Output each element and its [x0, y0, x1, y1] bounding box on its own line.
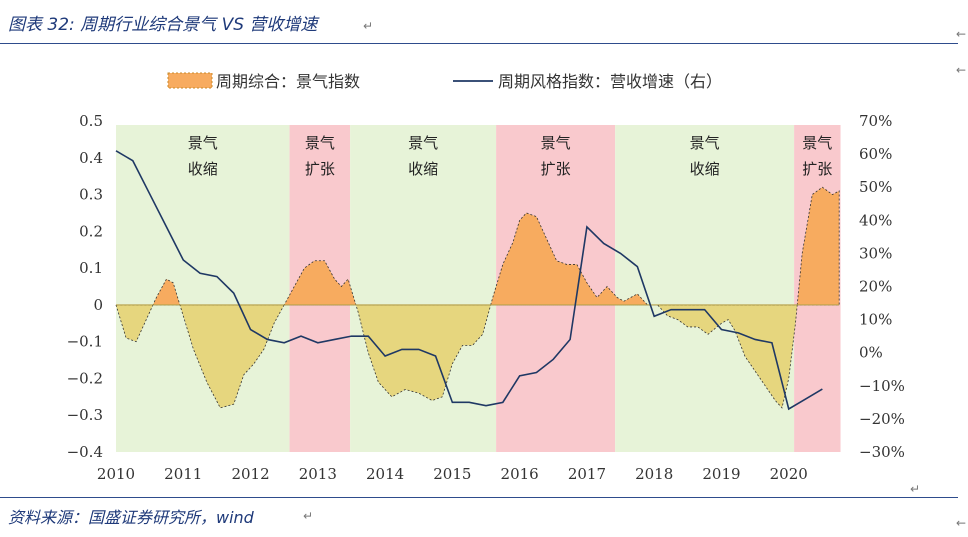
- x-tick-label: 2018: [635, 465, 673, 483]
- header-return-mark: ↵: [363, 19, 374, 33]
- regime-label-line2: 扩张: [541, 160, 571, 178]
- source-note: 资料来源：国盛证券研究所，wind: [8, 508, 254, 527]
- regime-label-line1: 景气: [690, 134, 720, 152]
- legend-area-swatch: [167, 72, 213, 89]
- y-left-tick-label: −0.3: [67, 406, 103, 424]
- y-left-tick-label: 0.1: [79, 259, 103, 277]
- y-left-tick-label: −0.1: [67, 333, 103, 351]
- y-left-tick-label: −0.2: [67, 369, 103, 387]
- axes: 2010 2011 2012 2013 2014 2015 2016 2017 2018 2019…: [67, 112, 905, 483]
- legend: 周期综合：景气指数 周期风格指数：营收增速（右）: [167, 72, 722, 91]
- y-right-ticks: 70% 60% 50% 40% 30% 20% 10% 0% −10% −20% −30%: [859, 112, 905, 461]
- regime-band-contraction: [116, 125, 290, 452]
- regime-label-line1: 景气: [541, 134, 571, 152]
- y-right-tick-label: 20%: [859, 278, 892, 296]
- regime-label-line1: 景气: [802, 134, 832, 152]
- x-tick-label: 2017: [568, 465, 606, 483]
- y-right-tick-label: 70%: [859, 112, 892, 130]
- edge-mark-2: ←: [956, 63, 967, 77]
- y-right-tick-label: −20%: [859, 410, 905, 428]
- x-tick-label: 2016: [501, 465, 539, 483]
- y-right-tick-label: 0%: [859, 344, 883, 362]
- regime-label-line2: 收缩: [408, 160, 438, 178]
- figure-title: 图表 32: 周期行业综合景气 VS 营收增速: [8, 15, 318, 35]
- regime-label-line2: 扩张: [305, 160, 335, 178]
- regime-label-line2: 收缩: [690, 160, 720, 178]
- y-right-tick-label: 40%: [859, 211, 892, 229]
- x-tick-label: 2020: [770, 465, 808, 483]
- legend-area-label: 周期综合：景气指数: [216, 72, 360, 91]
- sentiment-area: [115, 186, 840, 409]
- footer-rule: [0, 497, 958, 498]
- regime-label-line1: 景气: [305, 134, 335, 152]
- header-rule: [0, 43, 958, 44]
- edge-mark-1: ←: [956, 27, 967, 41]
- revenue-growth-polyline: [115, 150, 823, 411]
- x-tick-label: 2011: [164, 465, 202, 483]
- edge-mark-3: ←: [956, 516, 967, 530]
- x-tick-label: 2012: [231, 465, 269, 483]
- x-tick-label: 2014: [366, 465, 404, 483]
- regime-label-line1: 景气: [408, 134, 438, 152]
- y-left-ticks: 0.5 0.4 0.3 0.2 0.1 0 −0.1 −0.2 −0.3 −0.4: [67, 112, 103, 461]
- regime-band-contraction: [350, 125, 497, 452]
- x-tick-label: 2015: [433, 465, 471, 483]
- plot-return-mark: ↵: [910, 482, 921, 496]
- regime-label-line2: 收缩: [188, 160, 218, 178]
- revenue-growth-line: [115, 150, 823, 411]
- regime-label-line2: 扩张: [802, 160, 832, 178]
- regime-label-line1: 景气: [188, 134, 218, 152]
- y-right-tick-label: 30%: [859, 244, 892, 262]
- y-right-tick-label: −10%: [859, 377, 905, 395]
- y-left-tick-label: 0.2: [79, 222, 103, 240]
- y-left-tick-label: −0.4: [67, 443, 103, 461]
- area-negative-fill: [115, 304, 840, 409]
- x-tick-label: 2019: [702, 465, 740, 483]
- regime-shading: [116, 125, 841, 452]
- y-left-tick-label: 0.5: [79, 112, 103, 130]
- y-right-tick-label: 10%: [859, 311, 892, 329]
- legend-line-label: 周期风格指数：营收增速（右）: [498, 72, 722, 91]
- x-axis-ticks: 2010 2011 2012 2013 2014 2015 2016 2017 2018 2019…: [97, 465, 808, 483]
- y-right-tick-label: 60%: [859, 145, 892, 163]
- y-left-tick-label: 0: [93, 296, 103, 314]
- y-right-tick-label: 50%: [859, 178, 892, 196]
- y-right-tick-label: −30%: [859, 443, 905, 461]
- x-tick-label: 2013: [299, 465, 337, 483]
- y-left-tick-label: 0.3: [79, 186, 103, 204]
- x-tick-label: 2010: [97, 465, 135, 483]
- y-left-tick-label: 0.4: [79, 149, 103, 167]
- footer-return-mark: ↵: [303, 509, 314, 523]
